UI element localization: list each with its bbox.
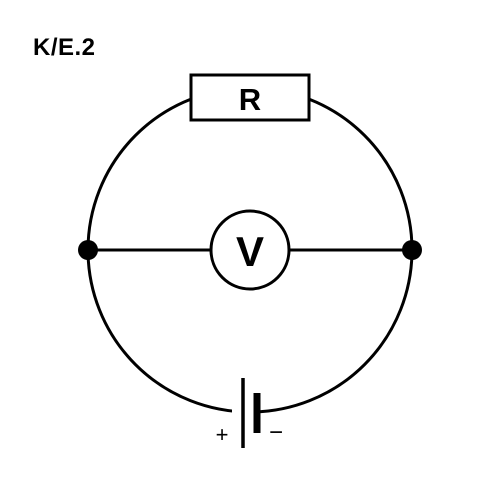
resistor-label: R [239, 82, 261, 117]
figure-label: K/E.2 [33, 34, 96, 61]
battery-negative-label: − [269, 419, 283, 446]
resistor-icon: R [189, 73, 311, 122]
voltmeter-label: V [236, 228, 264, 275]
junction-dot-right [402, 240, 422, 260]
battery-cell-icon: + − [216, 378, 283, 448]
voltmeter-icon: V [209, 209, 291, 291]
junction-dot-left [78, 240, 98, 260]
battery-positive-label: + [216, 422, 229, 447]
